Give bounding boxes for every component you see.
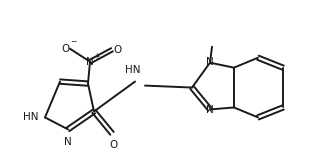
Text: N: N (86, 57, 94, 67)
Text: O: O (114, 45, 122, 55)
Text: N: N (206, 105, 214, 116)
Text: O: O (110, 140, 118, 150)
Text: HN: HN (125, 65, 141, 75)
Text: +: + (93, 52, 99, 61)
Text: N: N (64, 137, 72, 147)
Text: N: N (206, 57, 214, 67)
Text: HN: HN (23, 112, 38, 122)
Text: O: O (62, 44, 70, 54)
Text: −: − (70, 37, 76, 46)
